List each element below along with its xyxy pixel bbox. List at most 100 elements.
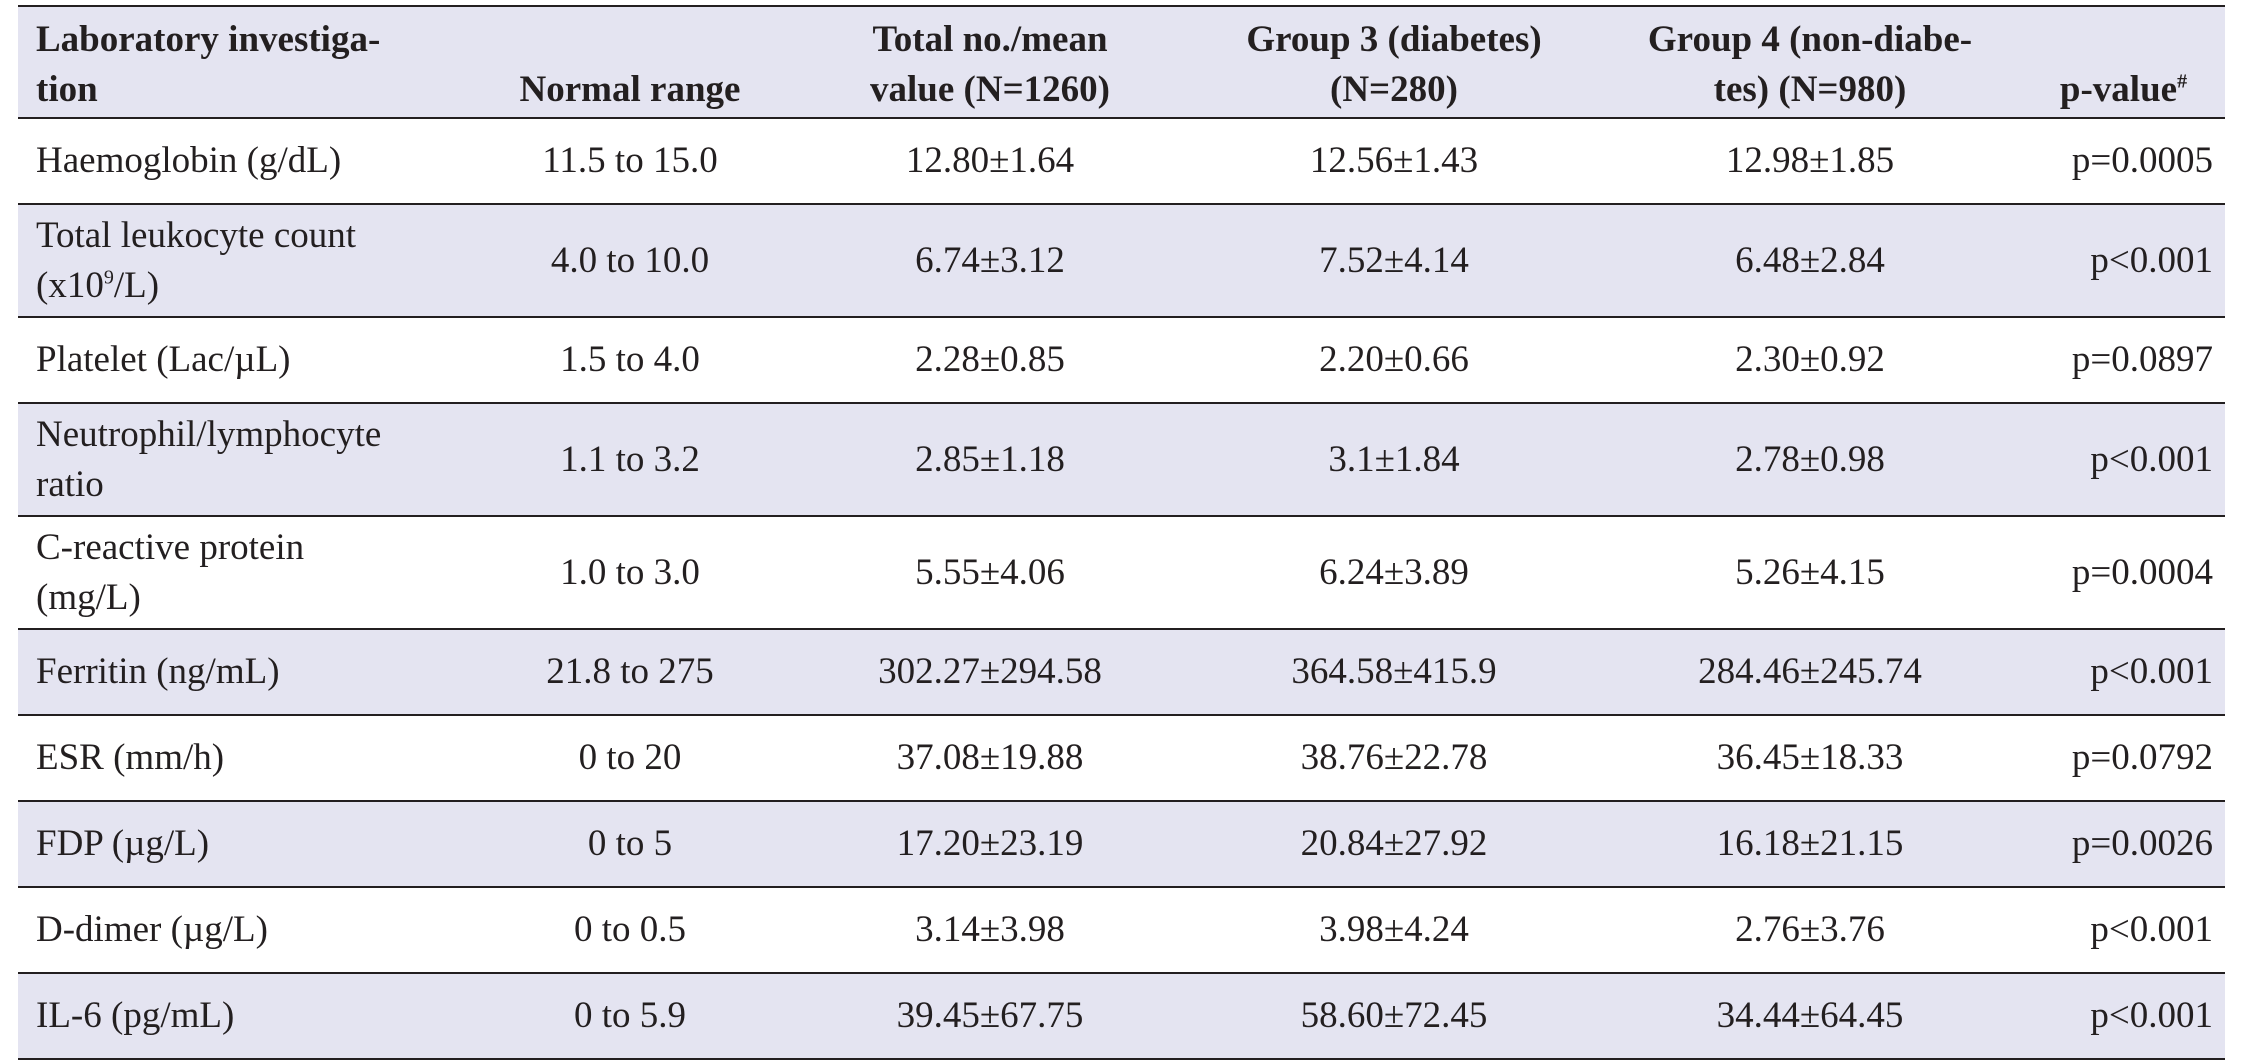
cell-group4: 34.44±64.45 — [1598, 973, 2022, 1060]
header-investigation: Laboratory investiga-tion — [18, 5, 470, 119]
cell-investigation-line1: Total leukocyte count — [36, 214, 357, 256]
cell-group4: 2.76±3.76 — [1598, 887, 2022, 974]
cell-pvalue: p<0.001 — [2022, 973, 2225, 1060]
cell-investigation: Neutrophil/lymphocyte ratio — [18, 403, 470, 517]
header-group4-line1: Group 4 (non-diabe- — [1647, 19, 1973, 60]
cell-investigation: ESR (mm/h) — [18, 715, 470, 802]
cell-group3: 20.84±27.92 — [1190, 801, 1598, 888]
cell-investigation: Ferritin (ng/mL) — [18, 629, 470, 716]
cell-investigation-line1: Neutrophil/lymphocyte — [36, 413, 382, 455]
cell-group3: 2.20±0.66 — [1190, 317, 1598, 404]
cell-pvalue: p=0.0005 — [2022, 118, 2225, 205]
cell-investigation-line2: ratio — [36, 463, 104, 505]
table-row-fdp: FDP (µg/L) 0 to 5 17.20±23.19 20.84±27.9… — [18, 801, 2225, 888]
cell-pvalue: p=0.0897 — [2022, 317, 2225, 404]
cell-total: 2.28±0.85 — [790, 317, 1190, 404]
table-row-crp: C-reactive protein (mg/L) 1.0 to 3.0 5.55… — [18, 516, 2225, 630]
cell-group3: 364.58±415.9 — [1190, 629, 1598, 716]
header-row: Laboratory investiga-tion Normal range T… — [18, 5, 2225, 119]
table-row-ferritin: Ferritin (ng/mL) 21.8 to 275 302.27±294.… — [18, 629, 2225, 716]
cell-group3: 3.1±1.84 — [1190, 403, 1598, 517]
header-pvalue-footnote-mark: # — [2177, 70, 2188, 93]
table-row-d-dimer: D-dimer (µg/L) 0 to 0.5 3.14±3.98 3.98±4… — [18, 887, 2225, 974]
cell-group3: 38.76±22.78 — [1190, 715, 1598, 802]
cell-investigation: C-reactive protein (mg/L) — [18, 516, 470, 630]
cell-total: 37.08±19.88 — [790, 715, 1190, 802]
table-row-esr: ESR (mm/h) 0 to 20 37.08±19.88 38.76±22.… — [18, 715, 2225, 802]
cell-total: 17.20±23.19 — [790, 801, 1190, 888]
cell-normal-range: 21.8 to 275 — [470, 629, 790, 716]
table-header: Laboratory investiga-tion Normal range T… — [18, 5, 2225, 119]
cell-group4: 5.26±4.15 — [1598, 516, 2022, 630]
header-group3-line2: (N=280) — [1330, 69, 1458, 110]
cell-pvalue: p<0.001 — [2022, 629, 2225, 716]
cell-group3: 3.98±4.24 — [1190, 887, 1598, 974]
cell-pvalue: p<0.001 — [2022, 204, 2225, 318]
cell-normal-range: 0 to 20 — [470, 715, 790, 802]
header-group3: Group 3 (diabetes) (N=280) — [1190, 5, 1598, 119]
cell-group4: 16.18±21.15 — [1598, 801, 2022, 888]
cell-normal-range: 1.5 to 4.0 — [470, 317, 790, 404]
cell-pvalue: p=0.0026 — [2022, 801, 2225, 888]
cell-group4: 2.78±0.98 — [1598, 403, 2022, 517]
header-normal-range-text: Normal range — [519, 69, 741, 110]
cell-group3: 12.56±1.43 — [1190, 118, 1598, 205]
cell-investigation: FDP (µg/L) — [18, 801, 470, 888]
cell-investigation-line1: C-reactive protein — [36, 526, 305, 568]
cell-normal-range: 0 to 5.9 — [470, 973, 790, 1060]
cell-pvalue: p=0.0004 — [2022, 516, 2225, 630]
cell-group4: 36.45±18.33 — [1598, 715, 2022, 802]
header-total: Total no./mean value (N=1260) — [790, 5, 1190, 119]
header-investigation-line1: Laboratory investiga- — [36, 19, 381, 60]
cell-total: 302.27±294.58 — [790, 629, 1190, 716]
header-group4-line2: tes) (N=980) — [1713, 69, 1907, 110]
cell-group4: 2.30±0.92 — [1598, 317, 2022, 404]
cell-investigation: IL-6 (pg/mL) — [18, 973, 470, 1060]
cell-total: 3.14±3.98 — [790, 887, 1190, 974]
header-normal-range: Normal range — [470, 5, 790, 119]
cell-normal-range: 1.0 to 3.0 — [470, 516, 790, 630]
cell-total: 39.45±67.75 — [790, 973, 1190, 1060]
table-row-il6: IL-6 (pg/mL) 0 to 5.9 39.45±67.75 58.60±… — [18, 973, 2225, 1060]
cell-group4: 6.48±2.84 — [1598, 204, 2022, 318]
cell-group4: 12.98±1.85 — [1598, 118, 2022, 205]
cell-total: 5.55±4.06 — [790, 516, 1190, 630]
cell-normal-range: 11.5 to 15.0 — [470, 118, 790, 205]
table-row-nlr: Neutrophil/lymphocyte ratio 1.1 to 3.2 2.… — [18, 403, 2225, 517]
cell-investigation: Haemoglobin (g/dL) — [18, 118, 470, 205]
table-row-haemoglobin: Haemoglobin (g/dL) 11.5 to 15.0 12.80±1.… — [18, 118, 2225, 205]
cell-normal-range: 1.1 to 3.2 — [470, 403, 790, 517]
cell-pvalue: p=0.0792 — [2022, 715, 2225, 802]
cell-normal-range: 0 to 0.5 — [470, 887, 790, 974]
cell-group3: 6.24±3.89 — [1190, 516, 1598, 630]
cell-normal-range: 4.0 to 10.0 — [470, 204, 790, 318]
header-investigation-line2: tion — [36, 69, 98, 110]
lab-investigation-table-container: Laboratory investiga-tion Normal range T… — [18, 5, 2225, 1060]
cell-investigation-line2-post: /L) — [113, 264, 160, 306]
cell-investigation: Total leukocyte count (x109/L) — [18, 204, 470, 318]
cell-pvalue: p<0.001 — [2022, 887, 2225, 974]
cell-investigation: Platelet (Lac/µL) — [18, 317, 470, 404]
cell-normal-range: 0 to 5 — [470, 801, 790, 888]
cell-investigation-line2: (mg/L) — [36, 576, 141, 618]
cell-group3: 7.52±4.14 — [1190, 204, 1598, 318]
header-group4: Group 4 (non-diabe-tes) (N=980) — [1598, 5, 2022, 119]
header-total-line2: value (N=1260) — [870, 69, 1110, 110]
cell-total: 6.74±3.12 — [790, 204, 1190, 318]
cell-investigation-line2-pre: (x10 — [36, 264, 104, 306]
table-row-leukocyte: Total leukocyte count (x109/L) 4.0 to 10.… — [18, 204, 2225, 318]
table-body: Haemoglobin (g/dL) 11.5 to 15.0 12.80±1.… — [18, 118, 2225, 1060]
header-group3-line1: Group 3 (diabetes) — [1246, 19, 1542, 60]
cell-group3: 58.60±72.45 — [1190, 973, 1598, 1060]
table-row-platelet: Platelet (Lac/µL) 1.5 to 4.0 2.28±0.85 2… — [18, 317, 2225, 404]
cell-group4: 284.46±245.74 — [1598, 629, 2022, 716]
header-pvalue: p-value# — [2022, 5, 2225, 119]
cell-total: 2.85±1.18 — [790, 403, 1190, 517]
lab-investigation-table: Laboratory investiga-tion Normal range T… — [18, 5, 2225, 1060]
header-total-line1: Total no./mean — [872, 19, 1108, 60]
cell-investigation: D-dimer (µg/L) — [18, 887, 470, 974]
cell-pvalue: p<0.001 — [2022, 403, 2225, 517]
cell-investigation-superscript: 9 — [103, 266, 114, 289]
header-pvalue-text: p-value — [2059, 69, 2178, 110]
cell-total: 12.80±1.64 — [790, 118, 1190, 205]
